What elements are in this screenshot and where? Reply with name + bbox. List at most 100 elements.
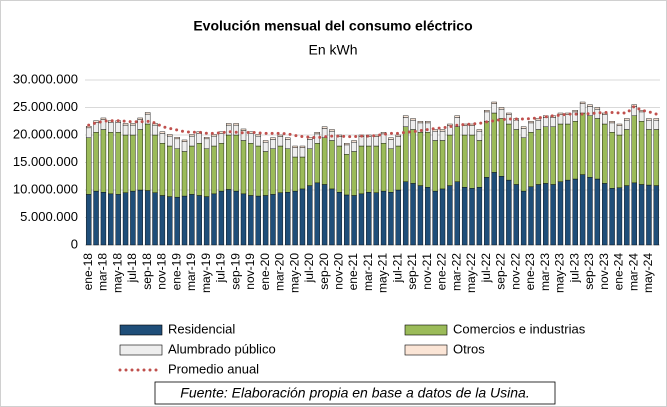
bar-segment (343, 194, 350, 246)
bar-segment (417, 121, 424, 124)
bar-segment (469, 134, 475, 189)
bar-segment (624, 118, 630, 121)
x-tick-label: mar-22 (449, 253, 463, 291)
bar-segment (292, 156, 298, 192)
bar-segment (432, 130, 438, 141)
x-tick-label: ene-21 (346, 253, 360, 291)
bar-segment (616, 123, 623, 126)
bar-segment (506, 123, 512, 181)
bar-segment (174, 148, 180, 198)
bar-segment (432, 129, 438, 132)
bar-segment (388, 148, 394, 193)
bar-segment (535, 184, 542, 246)
bar-segment (550, 126, 556, 185)
bar-segment (299, 147, 306, 158)
bar-segment (174, 138, 180, 149)
x-tick-label: nov-19 (243, 253, 257, 290)
bar-segment (528, 132, 534, 187)
bar-segment (380, 143, 387, 192)
x-tick-label: sep-18 (140, 253, 154, 290)
bar-segment (203, 148, 210, 197)
bar-segment (609, 132, 615, 189)
bar-segment (572, 110, 578, 113)
source-note: Fuente: Elaboración propia en base a dat… (180, 385, 529, 401)
bar-segment (115, 194, 121, 246)
bar-segment (137, 117, 143, 120)
bar-segment (587, 104, 593, 107)
chart-subtitle: En kWh (308, 42, 357, 58)
bar-segment (395, 134, 402, 137)
y-tick-label: 30.000.000 (13, 71, 78, 86)
bar-segment (196, 133, 202, 144)
bar-segment (395, 136, 402, 147)
bar-segment (174, 136, 180, 140)
legend-label: Residencial (168, 321, 235, 336)
x-tick-label: sep-21 (405, 253, 419, 290)
bar-segment (203, 136, 210, 140)
bar-segment (240, 193, 247, 246)
bar-segment (535, 119, 542, 130)
bar-segment (321, 137, 328, 185)
bar-segment (321, 126, 328, 129)
bar-segment (594, 178, 601, 246)
bar-segment (189, 135, 195, 147)
bar-segment (469, 125, 475, 136)
bar-segment (373, 192, 379, 246)
bar-segment (167, 196, 173, 246)
x-tick-label: mar-23 (538, 253, 552, 291)
bar-segment (351, 151, 357, 196)
bar-segment (277, 134, 284, 137)
x-tick-label: may-23 (553, 253, 567, 293)
bar-segment (122, 123, 129, 126)
x-tick-label: nov-20 (331, 253, 345, 290)
bar-segment (484, 110, 490, 113)
bar-segment (100, 129, 107, 193)
bar-segment (646, 118, 652, 121)
bar-segment (211, 135, 217, 147)
bar-segment (233, 123, 239, 126)
bar-segment (402, 181, 409, 246)
bar-segment (609, 122, 615, 133)
bar-segment (631, 115, 637, 184)
bar-segment (506, 179, 512, 246)
x-tick-label: ene-22 (435, 253, 449, 291)
bar-segment (262, 151, 269, 196)
x-tick-label: jul-21 (390, 253, 404, 284)
bar-segment (226, 189, 232, 246)
bar-segment (85, 137, 92, 195)
bar-segment (616, 125, 623, 136)
bar-segment (366, 136, 372, 147)
bar-segment (240, 128, 247, 131)
bar-segment (565, 114, 571, 125)
bar-segment (498, 107, 505, 110)
bar-segment (425, 121, 431, 124)
bar-segment (513, 129, 519, 185)
bar-segment (108, 122, 114, 133)
bar-segment (520, 128, 527, 138)
bar-segment (248, 133, 254, 144)
bar-segment (454, 115, 460, 118)
bar-segment (439, 188, 446, 246)
bar-segment (167, 145, 173, 197)
y-tick-label: 10.000.000 (13, 181, 78, 196)
bar-segment (491, 103, 497, 114)
bar-segment (638, 121, 645, 185)
x-tick-label: may-21 (376, 253, 390, 293)
bar-segment (292, 145, 298, 148)
bar-segment (270, 139, 276, 149)
bar-segment (513, 119, 519, 130)
x-tick-label: may-20 (287, 253, 301, 293)
bar-segment (159, 195, 166, 246)
legend-swatch (404, 324, 448, 336)
bar-segment (653, 118, 660, 121)
legend-label: Alumbrado público (168, 341, 276, 356)
bar-segment (203, 138, 210, 149)
x-tick-label: jul-18 (125, 253, 139, 284)
bar-segment (602, 123, 608, 184)
x-tick-label: sep-20 (317, 253, 331, 290)
bar-segment (299, 145, 306, 148)
bar-segment (454, 181, 460, 246)
bar-segment (646, 184, 652, 246)
bar-segment (181, 141, 188, 152)
